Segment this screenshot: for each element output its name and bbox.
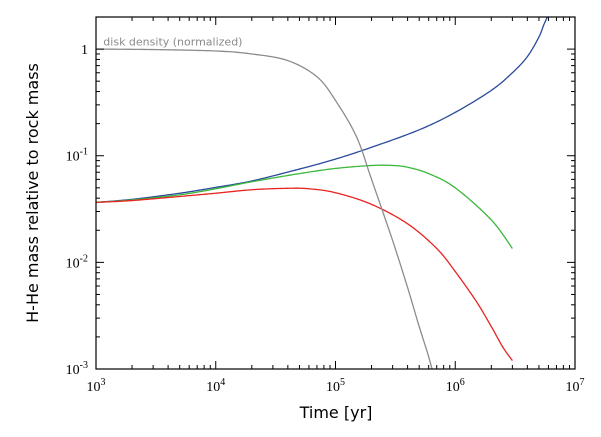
- y-tick-label: 1: [81, 43, 88, 58]
- x-tick-label: 106: [446, 377, 465, 395]
- x-tick-label: 104: [206, 377, 225, 395]
- y-tick-label: 10-3: [66, 360, 88, 378]
- curves: [96, 17, 549, 369]
- y-tick-label: 10-2: [66, 253, 88, 271]
- series-line-4: [96, 48, 433, 369]
- plot-frame: [95, 16, 576, 370]
- x-tick-label: 105: [326, 377, 345, 395]
- annotation-label: disk density (normalized): [103, 36, 242, 49]
- x-tick-label: 107: [566, 377, 585, 395]
- series-line-3: [96, 187, 513, 361]
- y-tick-label: 10-1: [66, 147, 88, 165]
- series-line-1: [96, 17, 549, 204]
- tick-labels: 103 104 105 106 107 10-3 10-2 10-1 1: [66, 43, 585, 395]
- series-line-2: [96, 164, 513, 249]
- x-axis-label: Time [yr]: [299, 403, 373, 422]
- y-axis-label: H-He mass relative to rock mass: [23, 63, 42, 323]
- x-tick-label: 103: [87, 377, 106, 395]
